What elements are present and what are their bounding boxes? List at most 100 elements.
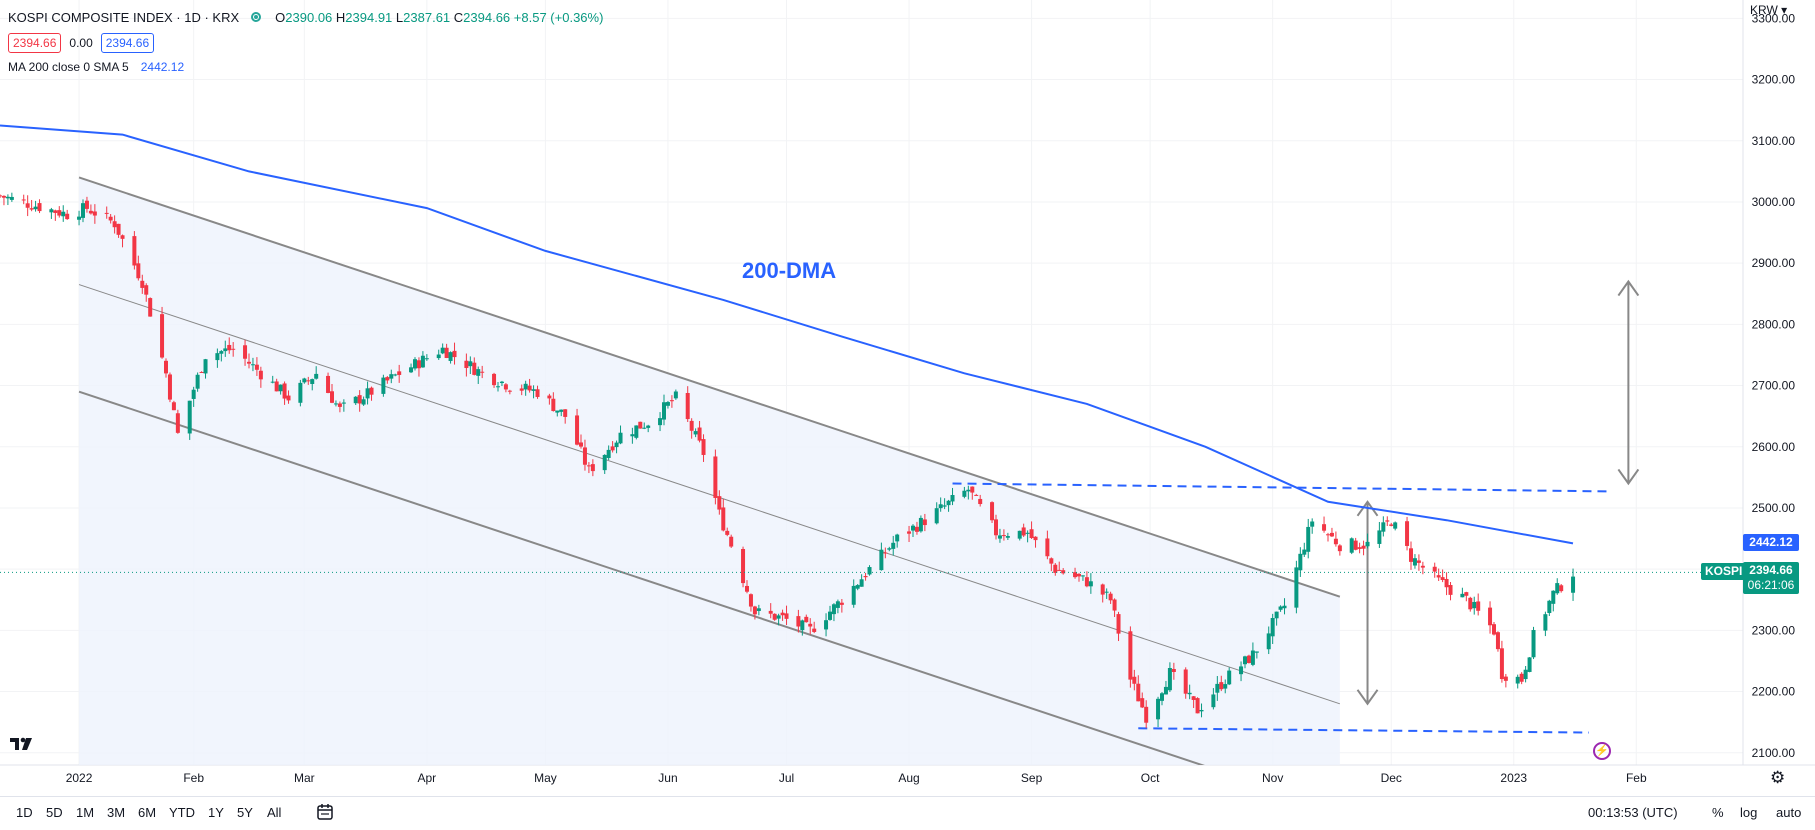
- candle-body[interactable]: [203, 359, 208, 374]
- candle-body[interactable]: [247, 361, 251, 364]
- candle-body[interactable]: [523, 383, 528, 390]
- candle-body[interactable]: [693, 431, 698, 435]
- candle-body[interactable]: [851, 585, 856, 605]
- candle-body[interactable]: [907, 531, 912, 534]
- candle-body[interactable]: [270, 381, 275, 383]
- candle-body[interactable]: [535, 389, 540, 397]
- candle-body[interactable]: [586, 465, 591, 467]
- candle-body[interactable]: [642, 427, 647, 429]
- candle-body[interactable]: [575, 415, 580, 445]
- range-ytd-button[interactable]: YTD: [169, 805, 195, 820]
- candle-body[interactable]: [1033, 536, 1038, 541]
- currency-selector[interactable]: KRW ▾: [1750, 3, 1788, 17]
- candle-body[interactable]: [1073, 572, 1078, 578]
- candle-body[interactable]: [1385, 520, 1390, 522]
- candle-body[interactable]: [1144, 706, 1149, 723]
- candle-body[interactable]: [116, 223, 121, 235]
- range-1d-button[interactable]: 1D: [16, 805, 33, 820]
- candle-body[interactable]: [476, 369, 481, 376]
- candle-body[interactable]: [187, 400, 192, 434]
- support-dashed-line[interactable]: [1138, 727, 1589, 734]
- candle-body[interactable]: [175, 413, 180, 433]
- candle-body[interactable]: [1440, 577, 1445, 580]
- candle-body[interactable]: [800, 620, 805, 631]
- candle-body[interactable]: [796, 616, 801, 627]
- candle-body[interactable]: [61, 211, 66, 217]
- candle-body[interactable]: [144, 285, 149, 295]
- candle-body[interactable]: [772, 613, 777, 620]
- candle-body[interactable]: [167, 374, 172, 400]
- candle-body[interactable]: [1156, 698, 1161, 720]
- candle-body[interactable]: [337, 403, 342, 407]
- candle-body[interactable]: [1349, 538, 1354, 553]
- candle-body[interactable]: [424, 358, 429, 360]
- candle-body[interactable]: [1298, 553, 1303, 571]
- candle-body[interactable]: [65, 213, 70, 220]
- candle-body[interactable]: [776, 615, 781, 619]
- candle-body[interactable]: [314, 373, 319, 379]
- candle-body[interactable]: [1515, 676, 1520, 684]
- candle-body[interactable]: [780, 612, 785, 616]
- candle-body[interactable]: [922, 519, 927, 526]
- candle-body[interactable]: [1357, 547, 1362, 549]
- candle-body[interactable]: [978, 498, 983, 505]
- candle-body[interactable]: [1057, 569, 1062, 571]
- candle-body[interactable]: [440, 347, 445, 354]
- candle-body[interactable]: [563, 409, 568, 417]
- candle-body[interactable]: [974, 494, 979, 496]
- candle-body[interactable]: [662, 402, 666, 420]
- candle-body[interactable]: [84, 200, 89, 209]
- candle-body[interactable]: [812, 628, 817, 632]
- candle-body[interactable]: [527, 385, 532, 391]
- candle-body[interactable]: [582, 447, 587, 465]
- candle-body[interactable]: [231, 348, 236, 350]
- candle-body[interactable]: [606, 449, 611, 458]
- candle-body[interactable]: [1333, 538, 1338, 545]
- candle-body[interactable]: [243, 345, 248, 359]
- candle-body[interactable]: [1444, 578, 1449, 588]
- candle-body[interactable]: [1432, 566, 1437, 572]
- candle-body[interactable]: [1329, 532, 1334, 537]
- price-chart[interactable]: 2100.002200.002300.002400.002500.002600.…: [0, 0, 1815, 785]
- candle-body[interactable]: [132, 236, 137, 266]
- candle-body[interactable]: [1310, 521, 1315, 527]
- range-3m-button[interactable]: 3M: [107, 805, 126, 820]
- candle-body[interactable]: [1053, 564, 1058, 573]
- candle-body[interactable]: [990, 502, 995, 521]
- gear-icon[interactable]: ⚙: [1770, 768, 1786, 787]
- range-1m-button[interactable]: 1M: [76, 805, 95, 820]
- candle-body[interactable]: [353, 396, 358, 404]
- candle-body[interactable]: [92, 211, 97, 216]
- candle-body[interactable]: [713, 456, 718, 498]
- candle-body[interactable]: [618, 432, 623, 444]
- candle-body[interactable]: [298, 382, 303, 403]
- candle-body[interactable]: [274, 381, 279, 392]
- candle-body[interactable]: [658, 418, 663, 426]
- candle-body[interactable]: [1464, 592, 1469, 596]
- channel-lower-line[interactable]: [78, 390, 1340, 785]
- candle-body[interactable]: [1045, 538, 1050, 557]
- candle-body[interactable]: [839, 602, 844, 605]
- candle-body[interactable]: [689, 420, 694, 431]
- candle-body[interactable]: [1559, 585, 1564, 592]
- candle-body[interactable]: [1523, 669, 1528, 680]
- candle-body[interactable]: [254, 364, 259, 370]
- candle-body[interactable]: [164, 360, 168, 374]
- candle-body[interactable]: [1160, 693, 1164, 701]
- candle-body[interactable]: [282, 383, 287, 399]
- ask-price-box[interactable]: 2394.66: [100, 33, 155, 53]
- candle-body[interactable]: [1005, 536, 1010, 538]
- candle-body[interactable]: [1436, 575, 1441, 578]
- candle-body[interactable]: [1080, 575, 1085, 577]
- candle-body[interactable]: [416, 360, 421, 369]
- range-all-button[interactable]: All: [267, 805, 282, 820]
- candle-body[interactable]: [1551, 590, 1556, 604]
- candle-body[interactable]: [448, 352, 453, 361]
- candle-body[interactable]: [1555, 583, 1560, 594]
- candle-body[interactable]: [1088, 581, 1093, 587]
- candle-body[interactable]: [673, 391, 678, 399]
- candle-body[interactable]: [1227, 670, 1232, 685]
- candle-body[interactable]: [1519, 673, 1524, 682]
- bid-price-box[interactable]: 2394.66: [8, 33, 62, 53]
- candle-body[interactable]: [697, 427, 702, 441]
